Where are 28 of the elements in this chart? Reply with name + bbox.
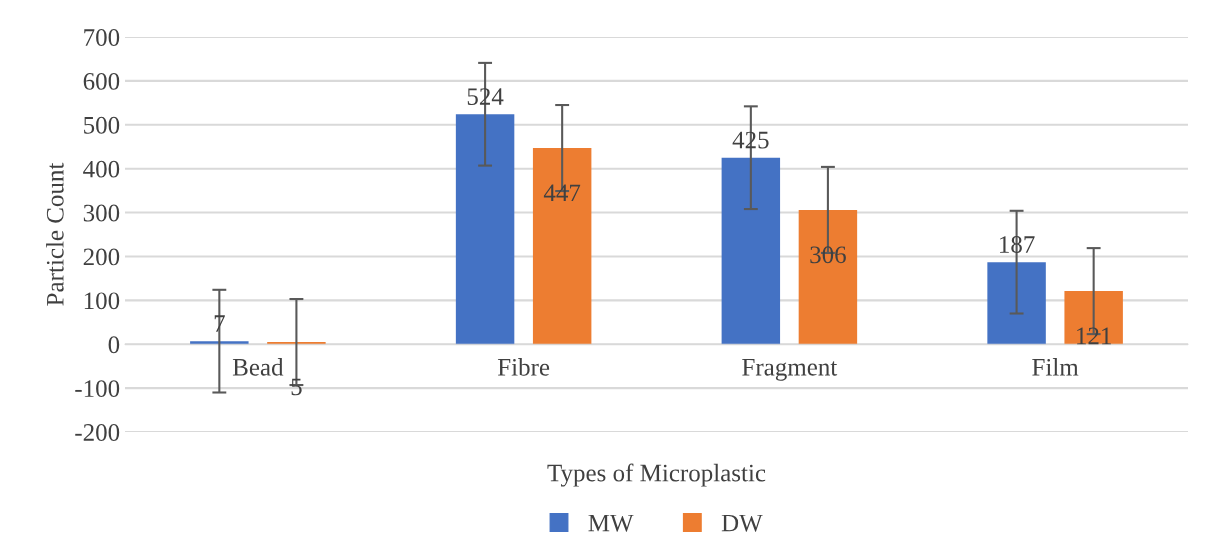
bar xyxy=(987,262,1046,345)
y-tick-label: 400 xyxy=(83,160,120,178)
x-tick-label: Fibre xyxy=(497,358,550,376)
y-tick-label: -200 xyxy=(75,424,120,441)
bar xyxy=(455,114,515,345)
bar xyxy=(1064,291,1123,345)
legend-label: MW xyxy=(588,514,634,532)
y-tick-label: -100 xyxy=(75,380,120,398)
bar xyxy=(798,209,858,345)
data-label: 447 xyxy=(543,184,581,202)
y-tick-label: 700 xyxy=(84,29,120,46)
x-tick-label: Fragment xyxy=(742,359,838,381)
bar xyxy=(532,148,592,345)
bar xyxy=(190,341,249,345)
x-tick-label: Bead xyxy=(232,358,284,376)
y-axis-title: Particle Count xyxy=(46,162,64,306)
x-tick-label: Film xyxy=(1032,358,1079,376)
y-tick-label: 200 xyxy=(83,248,120,266)
data-label: 306 xyxy=(810,246,846,264)
y-tick-label: 500 xyxy=(84,116,120,134)
y-tick-label: 100 xyxy=(84,292,120,310)
data-label: 121 xyxy=(1077,327,1111,345)
y-tick-label: 300 xyxy=(83,204,120,222)
bar xyxy=(721,157,781,345)
y-tick-label: 0 xyxy=(108,336,120,354)
x-axis-title: Types of Microplastic xyxy=(547,463,766,487)
legend-label: DW xyxy=(721,514,763,532)
y-tick-label: 600 xyxy=(83,72,120,90)
